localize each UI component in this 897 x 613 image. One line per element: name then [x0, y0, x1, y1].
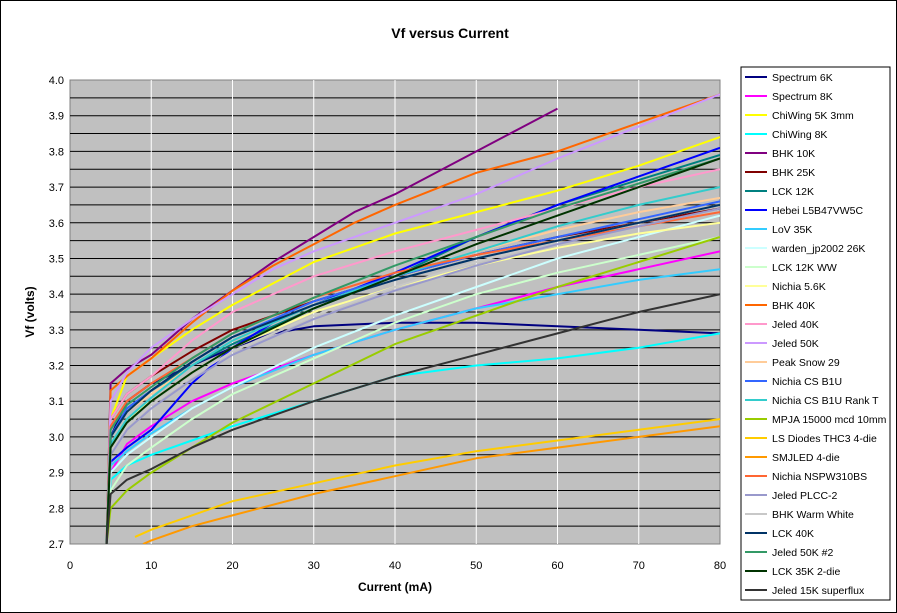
series-line-lck-35k-2-die: [105, 157, 720, 544]
y-tick-label: 3.7: [49, 182, 64, 194]
legend-label: ChiWing 8K: [772, 129, 827, 141]
legend-label: Peak Snow 29: [772, 357, 840, 369]
y-tick-label: 3.6: [49, 218, 64, 230]
legend-label: Nichia NSPW310BS: [772, 471, 867, 483]
legend-items: Spectrum 6K Spectrum 8K ChiWing 5K 3mm ChiW…: [745, 72, 887, 597]
legend-label: Hebei L5B47VW5C: [772, 205, 863, 217]
legend-label: MPJA 15000 mcd 10mm: [772, 414, 887, 426]
legend-label: ChiWing 5K 3mm: [772, 110, 854, 122]
legend-label: warden_jp2002 26K: [771, 243, 865, 255]
y-tick-label: 3.2: [49, 361, 64, 373]
series-line-smjled-4-die: [142, 425, 720, 544]
y-tick-label: 4.0: [49, 75, 64, 87]
x-tick-label: 80: [714, 560, 726, 572]
y-tick-label: 3.8: [49, 146, 64, 158]
series-line-jeled-15k-superflux: [105, 293, 720, 544]
series-line-nichia-cs-b1u-rank-t: [105, 186, 720, 544]
series-line-jeled-50k-2: [105, 157, 720, 544]
legend-label: LCK 12K: [772, 186, 814, 198]
legend-label: Jeled 50K: [772, 338, 819, 350]
x-tick-label: 0: [67, 560, 73, 572]
x-tick-label: 50: [470, 560, 482, 572]
y-tick-label: 3.5: [49, 253, 64, 265]
legend: Spectrum 6K Spectrum 8K ChiWing 5K 3mm ChiW…: [740, 66, 891, 601]
y-axis-title: Vf (volts): [23, 286, 37, 337]
legend-label: Jeled 40K: [772, 319, 819, 331]
x-tick-label: 30: [308, 560, 320, 572]
y-tick-label: 2.9: [49, 468, 64, 480]
legend-label: Jeled PLCC-2: [772, 490, 838, 502]
legend-label: BHK Warm White: [772, 509, 854, 521]
y-tick-label: 3.0: [49, 432, 64, 444]
y-tick-label: 3.9: [49, 111, 64, 123]
legend-label: BHK 25K: [772, 167, 815, 179]
legend-label: Nichia CS B1U Rank T: [772, 395, 879, 407]
y-tick-label: 2.8: [49, 503, 64, 515]
series-line-bhk-40k: [105, 93, 720, 544]
legend-label: LCK 35K 2-die: [772, 566, 840, 578]
y-tick-label: 3.1: [49, 396, 64, 408]
legend-label: Spectrum 8K: [772, 91, 833, 103]
series-line-jeled-plcc-2: [105, 207, 720, 544]
y-tick-label: 2.7: [49, 539, 64, 551]
chart-title: Vf versus Current: [391, 25, 509, 41]
x-tick-label: 10: [145, 560, 157, 572]
x-axis-ticks: 0 10 20 30 40 50 60 70 80: [67, 560, 726, 572]
legend-label: Nichia 5.6K: [772, 281, 826, 293]
legend-label: Jeled 15K superflux: [772, 585, 865, 597]
x-axis-title: Current (mA): [358, 580, 432, 594]
plot-area: [69, 79, 721, 545]
series-line-lck-40k: [105, 203, 720, 544]
legend-label: Spectrum 6K: [772, 72, 833, 84]
x-tick-label: 60: [551, 560, 563, 572]
x-tick-label: 20: [226, 560, 238, 572]
series-line-nichia-cs-b1u: [105, 200, 720, 544]
legend-label: LCK 12K WW: [772, 262, 837, 274]
series-line-mpja-15000-mcd-10mm: [105, 236, 720, 544]
series-line-ls-diodes-thc3-4-die: [134, 418, 720, 538]
legend-label: Nichia CS B1U: [772, 376, 842, 388]
legend-label: BHK 40K: [772, 300, 815, 312]
legend-label: BHK 10K: [772, 148, 815, 160]
legend-label: Jeled 50K #2: [772, 547, 833, 559]
legend-label: LCK 40K: [772, 528, 814, 540]
legend-label: SMJLED 4-die: [772, 452, 840, 464]
legend-label: LS Diodes THC3 4-die: [772, 433, 877, 445]
series-lines: [105, 93, 720, 544]
y-tick-label: 3.3: [49, 325, 64, 337]
x-tick-label: 70: [633, 560, 645, 572]
series-line-jeled-50k: [105, 93, 720, 544]
series-line-warden-jp2002-26k: [105, 214, 720, 544]
legend-box: [740, 66, 891, 601]
y-tick-label: 3.4: [49, 289, 64, 301]
y-axis-ticks: 2.7 2.8 2.9 3.0 3.1 3.2 3.3 3.4 3.5 3.6 3.7 3.8 3.9 4…: [49, 75, 64, 551]
legend-label: LoV 35K: [772, 224, 812, 236]
series-line-lov-35k: [105, 268, 720, 544]
series-line-lck-12k-ww: [105, 236, 720, 544]
x-tick-label: 40: [389, 560, 401, 572]
series-line-bhk-10k: [105, 107, 558, 544]
